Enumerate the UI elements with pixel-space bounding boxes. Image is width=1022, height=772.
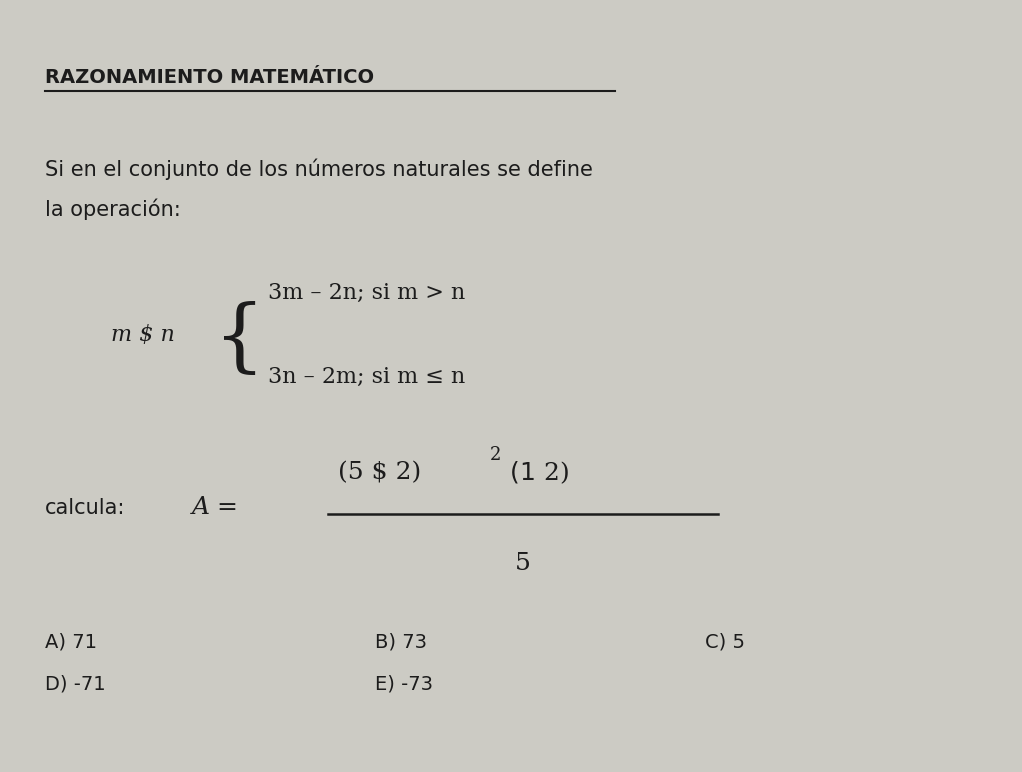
Text: C) 5: C) 5 (705, 632, 745, 651)
Text: calcula:: calcula: (45, 498, 126, 518)
Text: la operación:: la operación: (45, 198, 181, 219)
Text: A =: A = (192, 496, 239, 520)
Text: {: { (215, 301, 266, 379)
Text: $ (1$ 2): $ (1$ 2) (502, 459, 569, 486)
Text: m $ n: m $ n (111, 324, 175, 346)
Text: B) 73: B) 73 (375, 632, 427, 651)
Text: Si en el conjunto de los números naturales se define: Si en el conjunto de los números natural… (45, 158, 593, 180)
Text: 2: 2 (490, 446, 502, 464)
Text: A) 71: A) 71 (45, 632, 97, 651)
Text: (5 $ 2): (5 $ 2) (338, 462, 421, 485)
Text: E) -73: E) -73 (375, 675, 433, 694)
Text: 5: 5 (515, 552, 531, 575)
Text: RAZONAMIENTO MATEMÁTICO: RAZONAMIENTO MATEMÁTICO (45, 68, 374, 87)
Text: 3m – 2n; si m > n: 3m – 2n; si m > n (268, 282, 465, 304)
Text: D) -71: D) -71 (45, 675, 105, 694)
Text: 3n – 2m; si m ≤ n: 3n – 2m; si m ≤ n (268, 366, 465, 388)
